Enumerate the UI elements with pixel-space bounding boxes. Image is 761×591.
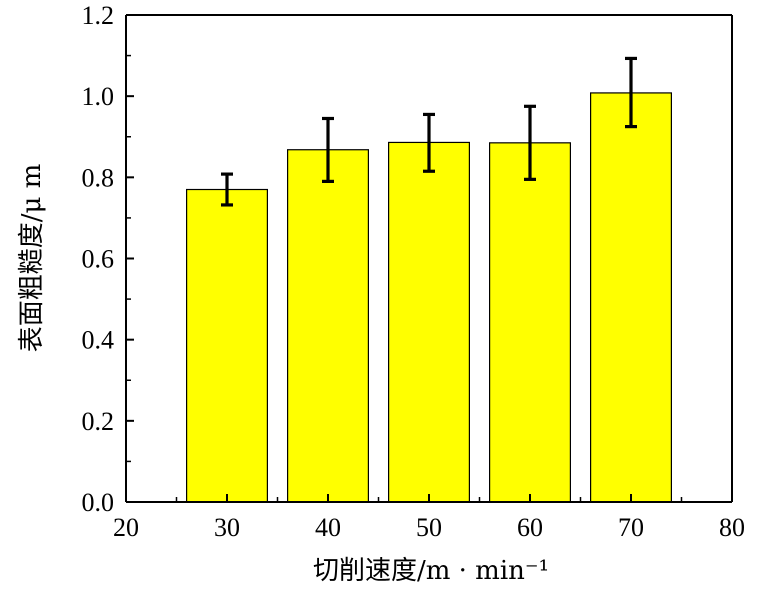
- bar: [489, 142, 572, 503]
- y-axis-title: 表面粗糙度/μ m: [17, 164, 47, 353]
- y-tick-label: 1.2: [82, 1, 115, 30]
- bar: [287, 149, 370, 503]
- y-tick-label: 0.6: [82, 245, 115, 274]
- x-axis-title: 切削速度/m · min⁻¹: [313, 556, 549, 586]
- error-bar: [221, 172, 233, 207]
- axes-group: [125, 14, 733, 503]
- x-tick-label: 30: [214, 513, 240, 542]
- error-bar: [524, 104, 536, 181]
- x-tick-label: 80: [719, 513, 745, 542]
- bar: [186, 188, 269, 503]
- y-tick-label: 0.8: [82, 163, 115, 192]
- error-bar: [322, 116, 334, 183]
- error-bars-group: [221, 56, 637, 207]
- error-bar: [423, 112, 435, 173]
- x-tick-label: 50: [416, 513, 442, 542]
- x-tick-label: 40: [315, 513, 341, 542]
- x-tick-label: 20: [113, 513, 139, 542]
- x-tick-label: 60: [517, 513, 543, 542]
- x-tick-label: 70: [618, 513, 644, 542]
- bar: [388, 141, 471, 503]
- tick-labels-group: 0.0 0.2 0.4 0.6 0.8 1.0 1.2 20 30 40 50 60 70 80: [82, 1, 746, 542]
- error-bar: [625, 56, 637, 129]
- y-tick-label: 0.2: [82, 407, 115, 436]
- y-tick-label: 1.0: [82, 82, 115, 111]
- y-tick-label: 0.4: [82, 326, 115, 355]
- bar: [589, 92, 672, 503]
- y-tick-label: 0.0: [82, 488, 115, 517]
